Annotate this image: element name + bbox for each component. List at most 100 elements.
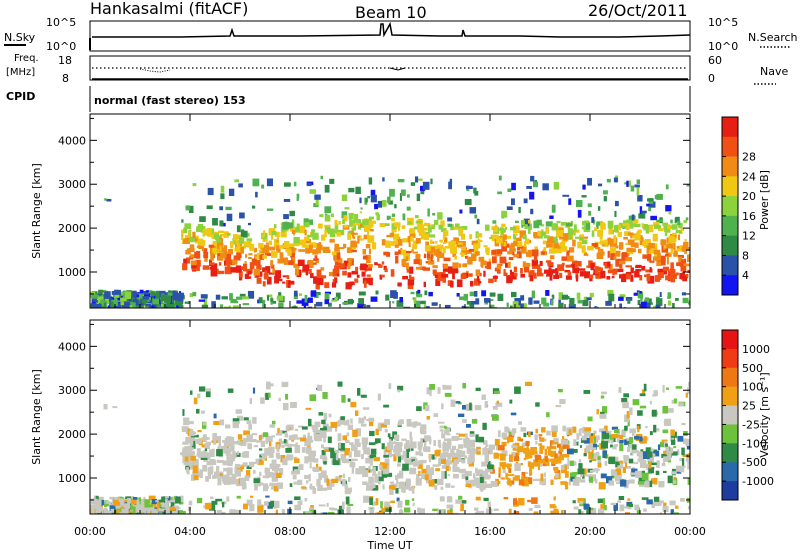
scatter-cell: [294, 496, 301, 501]
scatter-cell: [248, 424, 252, 430]
scatter-cell: [91, 294, 98, 299]
scatter-cell: [560, 246, 568, 252]
scatter-cell: [623, 220, 626, 223]
scatter-cell: [656, 460, 660, 468]
scatter-cell: [549, 504, 556, 507]
scatter-cell: [182, 263, 188, 271]
scatter-cell: [670, 429, 675, 436]
scatter-cell: [630, 249, 636, 253]
scatter-cell: [123, 503, 130, 509]
scatter-cell: [479, 476, 484, 483]
scatter-cell: [469, 402, 472, 411]
scatter-cell: [523, 265, 530, 273]
scatter-cell: [402, 213, 406, 221]
scatter-cell: [625, 466, 632, 469]
scatter-cell: [343, 224, 349, 228]
scatter-cell: [533, 459, 540, 467]
scatter-cell: [245, 254, 247, 258]
scatter-cell: [217, 242, 224, 247]
scatter-cell: [577, 241, 582, 249]
scatter-cell: [397, 442, 403, 447]
scatter-cell: [586, 297, 592, 301]
scatter-cell: [389, 232, 394, 237]
scatter-cell: [542, 240, 547, 245]
scatter-cell: [219, 419, 225, 426]
scatter-cell: [314, 425, 319, 432]
scatter-cell: [377, 200, 382, 208]
scatter-cell: [194, 238, 198, 242]
scatter-cell: [315, 260, 319, 264]
scatter-cell: [118, 498, 124, 502]
scatter-cell: [526, 186, 532, 189]
scatter-cell: [597, 206, 601, 211]
scatter-cell: [209, 449, 215, 457]
scatter-cell: [529, 191, 535, 200]
scatter-cell: [543, 247, 547, 255]
scatter-cell: [355, 223, 362, 226]
scatter-cell: [125, 304, 130, 308]
scatter-cell: [604, 461, 608, 466]
scatter-cell: [515, 220, 519, 223]
scatter-cell: [204, 443, 210, 449]
scatter-cell: [402, 450, 407, 459]
scatter-cell: [579, 479, 586, 483]
scatter-cell: [559, 399, 566, 404]
scatter-cell: [304, 294, 308, 303]
scatter-cell: [192, 465, 198, 474]
scatter-cell: [601, 391, 607, 395]
scatter-cell: [683, 247, 690, 251]
scatter-cell: [513, 233, 517, 240]
scatter-cell: [665, 443, 668, 447]
scatter-cell: [474, 278, 481, 286]
scatter-cell: [350, 458, 358, 461]
scatter-cell: [434, 485, 438, 490]
scatter-cell: [673, 252, 678, 257]
scatter-cell: [639, 206, 643, 214]
scatter-cell: [301, 240, 306, 248]
scatter-cell: [634, 233, 641, 241]
scatter-cell: [289, 227, 297, 231]
scatter-cell: [627, 506, 632, 510]
scatter-cell: [378, 476, 384, 481]
scatter-cell: [427, 208, 430, 217]
scatter-cell: [519, 438, 524, 442]
scatter-cell: [575, 271, 579, 279]
scatter-cell: [384, 429, 388, 433]
scatter-cell: [259, 471, 262, 476]
scatter-cell: [551, 204, 556, 213]
scatter-cell: [517, 436, 521, 442]
scatter-cell: [263, 273, 269, 280]
scatter-cell: [119, 496, 124, 500]
scatter-cell: [217, 477, 222, 486]
scatter-cell: [216, 459, 224, 463]
scatter-cell: [131, 297, 134, 302]
scatter-cell: [322, 456, 328, 464]
scatter-cell: [457, 449, 462, 456]
scatter-cell: [492, 414, 499, 421]
scatter-cell: [628, 443, 633, 449]
scatter-cell: [383, 454, 389, 458]
scatter-cell: [525, 440, 530, 446]
scatter-cell: [188, 205, 194, 213]
scatter-cell: [500, 234, 507, 240]
scatter-cell: [594, 227, 598, 231]
scatter-cell: [522, 481, 529, 487]
scatter-cell: [644, 274, 647, 277]
scatter-cell: [415, 451, 421, 456]
scatter-cell: [457, 438, 463, 441]
scatter-cell: [393, 453, 397, 462]
scatter-cell: [597, 460, 602, 465]
scatter-cell: [399, 419, 404, 425]
scatter-cell: [565, 275, 572, 280]
scatter-cell: [521, 220, 525, 225]
scatter-cell: [365, 254, 371, 261]
scatter-cell: [558, 451, 563, 457]
scatter-cell: [682, 274, 688, 282]
scatter-cell: [613, 268, 618, 275]
scatter-cell: [638, 213, 646, 219]
scatter-cell: [381, 470, 388, 478]
scatter-cell: [172, 509, 178, 514]
scatter-cell: [477, 242, 481, 249]
scatter-cell: [539, 260, 543, 266]
scatter-cell: [526, 444, 529, 449]
